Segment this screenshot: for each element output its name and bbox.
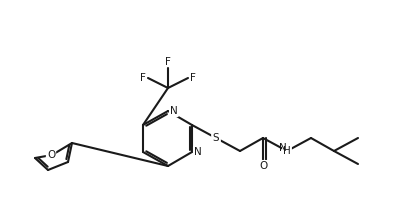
Text: S: S: [213, 133, 219, 143]
Text: H: H: [283, 146, 291, 156]
Text: F: F: [165, 57, 171, 67]
Text: N: N: [194, 147, 202, 157]
Text: F: F: [190, 73, 196, 83]
Text: N: N: [170, 106, 178, 116]
Text: F: F: [140, 73, 146, 83]
Text: N: N: [279, 143, 287, 153]
Text: O: O: [259, 161, 267, 171]
Text: O: O: [47, 150, 55, 160]
